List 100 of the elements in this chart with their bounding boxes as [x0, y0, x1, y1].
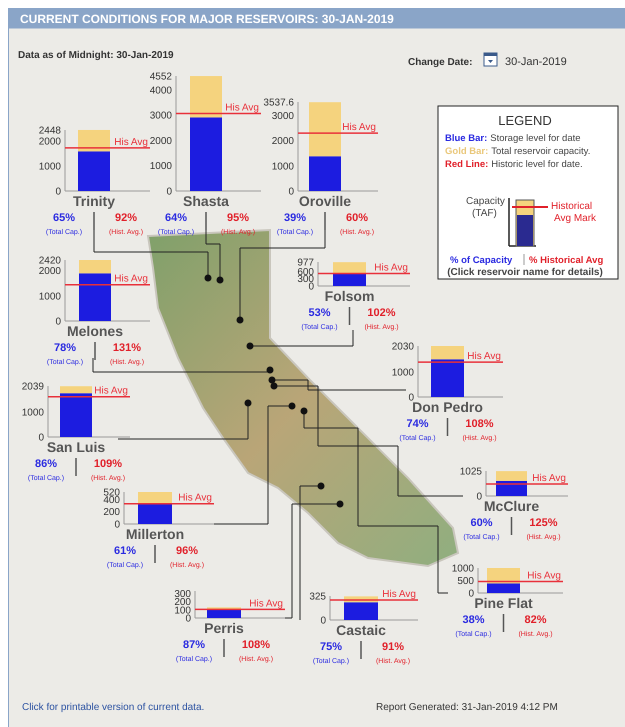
y-tick-label: 2030 [392, 342, 414, 352]
text: 75% [320, 641, 342, 653]
text: 109% [94, 458, 122, 470]
text: Trinity [72, 193, 116, 209]
y-tick-label: 1000 [272, 161, 294, 172]
y-tick-label: 0 [55, 316, 62, 328]
text: Blue Bar: [445, 133, 488, 144]
text: CURRENT CONDITIONS FOR MAJOR RESERVOIRS: 30-JAN-2019 [20, 12, 394, 26]
text: Total reservoir capacity. [491, 146, 590, 157]
y-tick-label: 4552 [150, 72, 172, 82]
ref-line-label: His Avg [225, 102, 259, 114]
y-tick-label: 2000 [272, 136, 294, 148]
text: McClure [484, 498, 540, 514]
text: 96% [176, 545, 198, 557]
y-tick-label: 0 [185, 614, 192, 624]
text: Perris [204, 620, 244, 636]
text: 60% [470, 517, 493, 529]
text: Castaic [336, 622, 386, 638]
text: 39% [284, 212, 306, 224]
text: 82% [524, 614, 547, 626]
ref-line-label: His Avg [178, 492, 212, 504]
y-tick-label: 3000 [272, 111, 294, 122]
text: 86% [34, 458, 58, 470]
y-tick-label: 0 [476, 492, 482, 502]
y-tick-label: 0 [38, 432, 44, 444]
ref-line-label: His Avg [532, 473, 566, 484]
text: Shasta [183, 193, 230, 209]
text: Melones [66, 323, 124, 339]
text: 60% [346, 212, 368, 224]
y-tick-label: 3537.6 [263, 98, 294, 108]
ref-line-label: His Avg [467, 351, 501, 362]
y-tick-label: 200 [103, 507, 120, 518]
text: Don Pedro [412, 399, 483, 415]
text: Gold Bar: [445, 146, 488, 157]
text: 30-Jan-2019 [505, 56, 567, 68]
text: (Click reservoir name for details) [447, 267, 603, 278]
text: Report Generated: 31-Jan-2019 4:12 PM [376, 702, 558, 713]
y-tick-label: 0 [288, 186, 294, 198]
y-tick-label: 1025 [460, 466, 482, 478]
text: Red Line: [445, 159, 488, 170]
text: San Luis [46, 439, 106, 455]
text: % Historical Avg [529, 255, 604, 266]
y-tick-label: 0 [55, 186, 62, 198]
text: Change Date: [408, 57, 472, 68]
y-tick-label: 2000 [150, 136, 172, 147]
y-tick-label: 1000 [38, 162, 62, 173]
text: Capacity (TAF) [466, 196, 505, 219]
y-tick-label: 0 [408, 392, 414, 404]
y-tick-label: 4000 [150, 85, 172, 96]
text: 102% [367, 307, 396, 319]
y-tick-label: 500 [457, 576, 474, 587]
y-tick-label: 0 [166, 186, 172, 198]
ref-line-label: His Avg [94, 386, 128, 397]
text: Pine Flat [474, 595, 534, 611]
y-tick-label: 0 [468, 588, 474, 600]
text: 92% [114, 212, 138, 224]
y-tick-label: 1000 [22, 407, 44, 418]
y-tick-label: 325 [309, 592, 326, 602]
ref-line-label: His Avg [382, 589, 416, 600]
ref-line-label: His Avg [527, 570, 561, 582]
text: Data as of Midnight: 30-Jan-2019 [18, 50, 174, 61]
y-tick-label: 1000 [38, 291, 62, 302]
y-tick-label: 1000 [452, 564, 474, 574]
y-tick-label: 977 [297, 258, 314, 268]
text: 95% [226, 212, 250, 224]
text: 78% [54, 342, 76, 354]
text: 64% [164, 212, 188, 224]
text: 87% [182, 639, 206, 651]
y-tick-label: 2448 [38, 126, 62, 136]
ref-line-label: His Avg [374, 262, 408, 274]
ref-line-label: His Avg [114, 136, 148, 148]
text: LEGEND [498, 113, 552, 128]
y-tick-label: 0 [308, 282, 314, 292]
text: 125% [529, 517, 558, 529]
text: Millerton [126, 526, 184, 542]
ref-line-label: His Avg [342, 122, 376, 134]
text: Oroville [298, 193, 352, 209]
text: 131% [112, 342, 142, 354]
text: 91% [382, 641, 404, 653]
ref-line-label: His Avg [114, 274, 148, 285]
text: 108% [465, 418, 494, 430]
text: Storage level for date [490, 133, 581, 144]
y-tick-label: 2420 [38, 256, 62, 266]
text: Click for printable version of current data. [22, 702, 204, 713]
y-tick-label: 0 [114, 520, 120, 530]
y-tick-label: 2000 [38, 136, 62, 148]
y-tick-label: 2000 [38, 266, 62, 278]
text: 65% [52, 212, 76, 224]
y-tick-label: 3000 [150, 110, 172, 122]
y-tick-label: 0 [320, 616, 326, 626]
text: Historical Avg Mark [551, 201, 598, 224]
text: 74% [406, 418, 429, 430]
text: 38% [462, 614, 485, 626]
text: Folsom [324, 288, 374, 304]
y-tick-label: 400 [103, 494, 120, 506]
text: 108% [242, 639, 270, 651]
text: % of Capacity [450, 255, 514, 266]
text: 61% [114, 545, 136, 557]
y-tick-label: 2039 [22, 382, 44, 392]
y-tick-label: 1000 [392, 367, 414, 378]
